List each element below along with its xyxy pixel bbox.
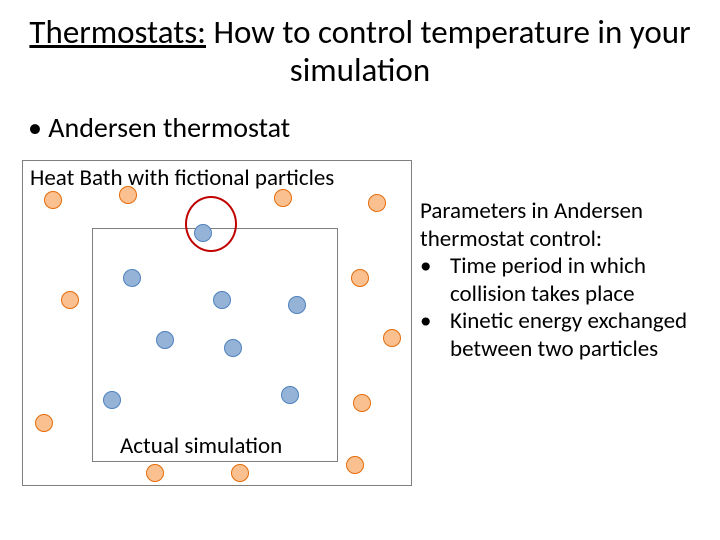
sim-particle xyxy=(123,269,141,287)
sim-particle xyxy=(281,386,299,404)
bath-particle xyxy=(351,269,369,287)
bath-particle xyxy=(353,394,371,412)
bath-particle xyxy=(119,186,137,204)
sim-particle xyxy=(103,391,121,409)
heat-bath-label: Heat Bath with fictional particles xyxy=(30,164,334,192)
collision-highlight xyxy=(185,196,237,252)
title-prefix: Thermostats: xyxy=(29,12,206,52)
parameters-item: •Time period in which collision takes pl… xyxy=(420,253,710,308)
slide-title: Thermostats: How to control temperature … xyxy=(0,14,720,90)
parameters-item: •Kinetic energy exchanged between two pa… xyxy=(420,308,710,363)
bath-particle xyxy=(346,456,364,474)
bath-particle xyxy=(61,291,79,309)
bath-particle xyxy=(35,414,53,432)
title-rest: How to control temperature in your simul… xyxy=(206,12,691,90)
bath-particle xyxy=(146,464,164,482)
parameters-item-text: Time period in which collision takes pla… xyxy=(450,253,710,308)
bath-particle xyxy=(383,329,401,347)
bath-particle xyxy=(274,189,292,207)
sim-particle xyxy=(224,339,242,357)
bullet-dot: • xyxy=(420,253,450,308)
bath-particle xyxy=(231,464,249,482)
parameters-intro: Parameters in Andersen thermostat contro… xyxy=(420,198,710,253)
bath-particle xyxy=(44,191,62,209)
sim-particle xyxy=(288,296,306,314)
actual-simulation-label: Actual simulation xyxy=(120,432,282,460)
simulation-box xyxy=(92,228,338,462)
bullet-dot: • xyxy=(420,308,450,363)
parameters-item-text: Kinetic energy exchanged between two par… xyxy=(450,308,710,363)
parameters-block: Parameters in Andersen thermostat contro… xyxy=(420,198,710,364)
sim-particle xyxy=(156,331,174,349)
bath-particle xyxy=(368,194,386,212)
bullet-andersen: • Andersen thermostat xyxy=(28,110,290,145)
sim-particle xyxy=(213,291,231,309)
